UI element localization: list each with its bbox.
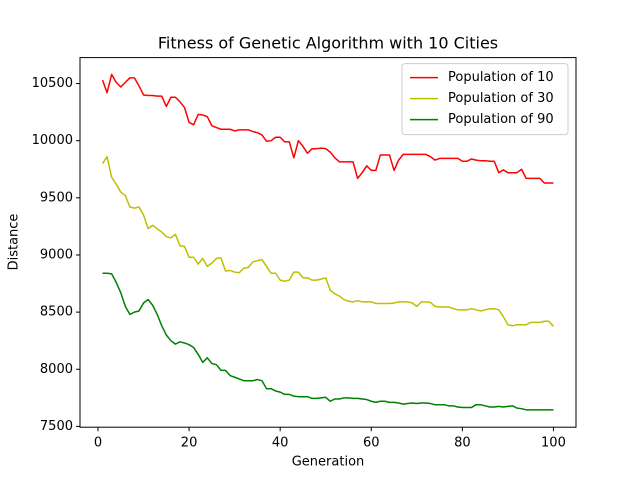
y-tick-label: 8500 bbox=[40, 305, 73, 320]
y-tick-label: 7500 bbox=[40, 419, 73, 434]
y-axis-label: Distance bbox=[7, 214, 22, 271]
axes-frame bbox=[79, 57, 577, 428]
y-tick-label: 9500 bbox=[40, 190, 73, 205]
legend-label: Population of 90 bbox=[448, 112, 554, 127]
data-line bbox=[101, 155, 555, 327]
x-tick-label: 60 bbox=[363, 436, 380, 451]
y-tick-label: 10000 bbox=[32, 133, 73, 148]
data-line bbox=[101, 73, 554, 184]
x-tick-label: 80 bbox=[454, 436, 471, 451]
data-line bbox=[102, 272, 554, 411]
chart-title: Fitness of Genetic Algorithm with 10 Cit… bbox=[158, 34, 498, 53]
x-axis-label: Generation bbox=[292, 455, 365, 470]
y-tick-label: 9000 bbox=[40, 247, 73, 262]
x-tick-label: 40 bbox=[272, 436, 289, 451]
y-tick-label: 10500 bbox=[32, 76, 73, 91]
x-tick-label: 0 bbox=[94, 436, 102, 451]
x-tick-label: 100 bbox=[541, 436, 566, 451]
legend-label: Population of 10 bbox=[448, 70, 554, 85]
legend-label: Population of 30 bbox=[448, 91, 554, 106]
x-tick-label: 20 bbox=[181, 436, 198, 451]
y-tick-label: 8000 bbox=[40, 362, 73, 377]
legend-box bbox=[401, 63, 569, 136]
